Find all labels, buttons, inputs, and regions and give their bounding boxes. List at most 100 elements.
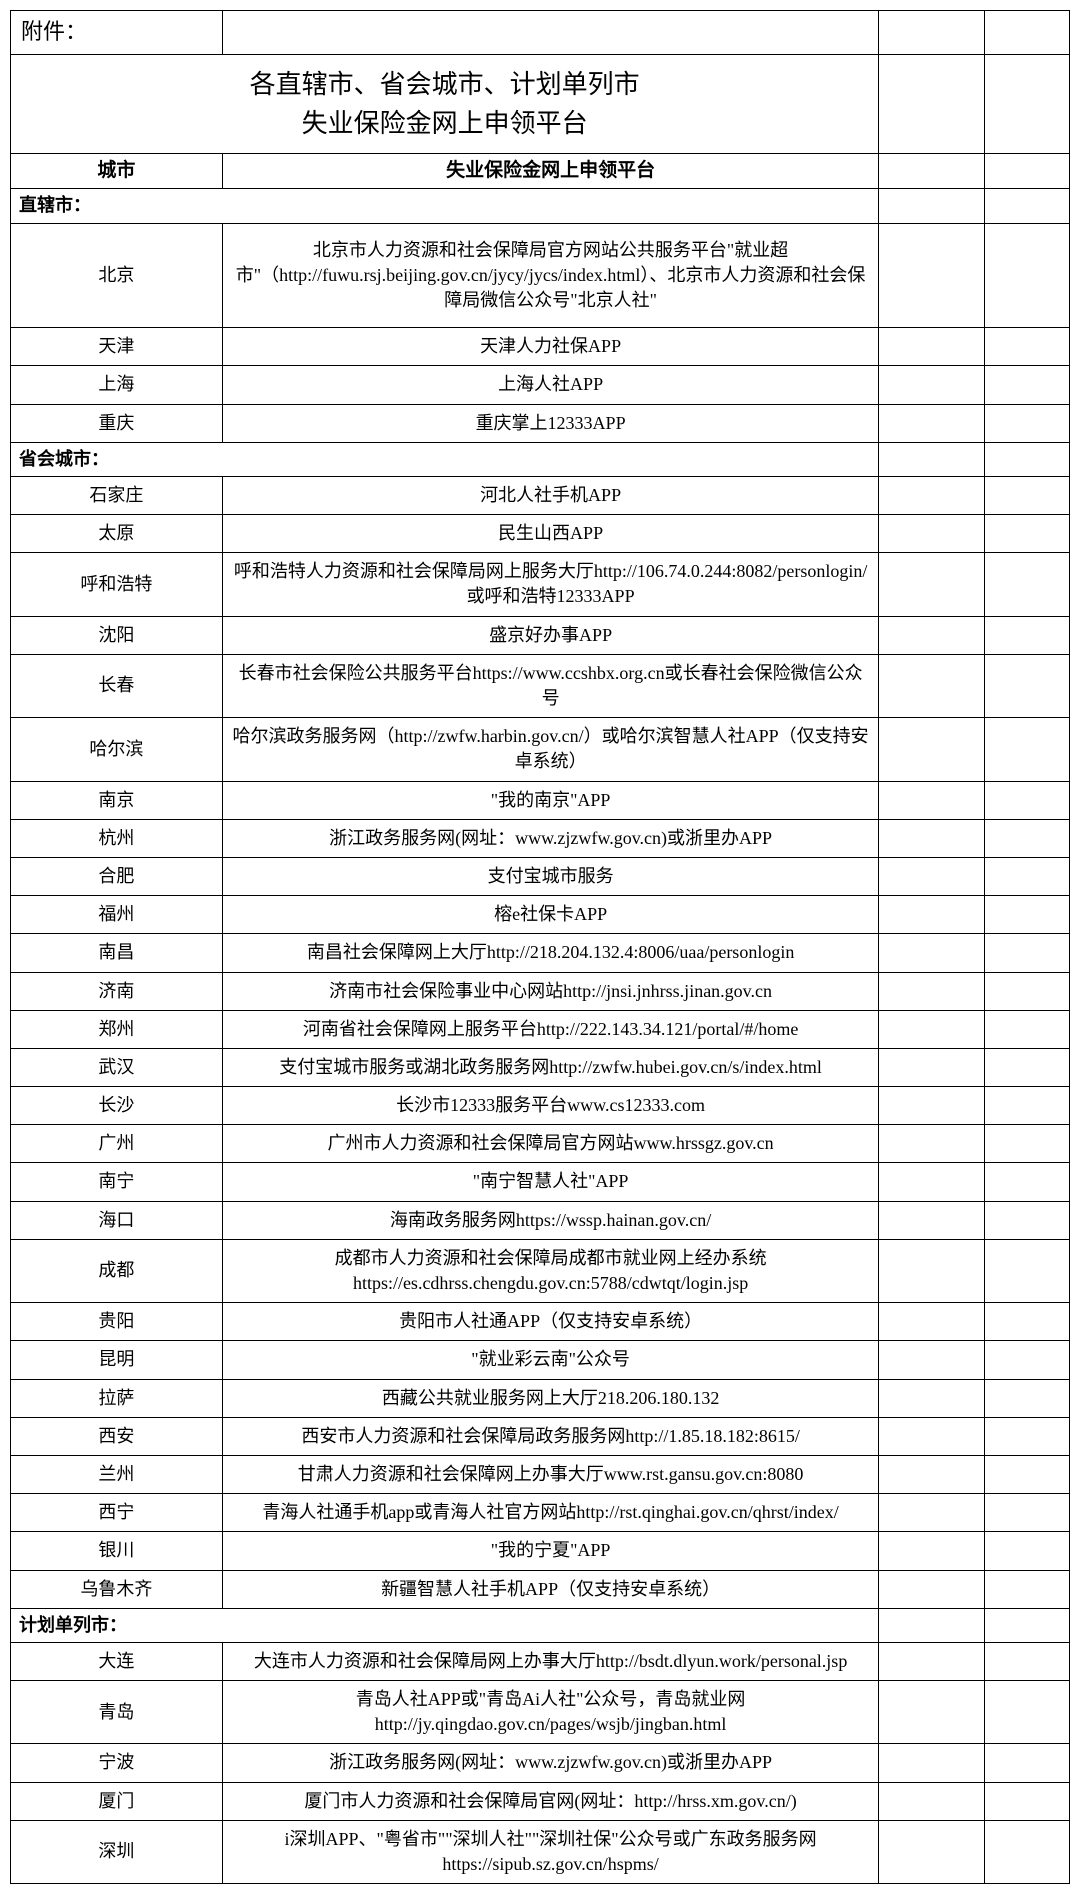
empty-cell [879,654,985,717]
city-cell-municipality: 北京 [11,223,223,328]
empty-cell [879,934,985,972]
city-cell-provincial: 西安 [11,1417,223,1455]
empty-cell [985,153,1070,189]
empty-cell [879,515,985,553]
city-cell-provincial: 拉萨 [11,1379,223,1417]
empty-cell [879,1125,985,1163]
empty-cell [879,1455,985,1493]
city-cell-provincial: 太原 [11,515,223,553]
empty-cell [985,1417,1070,1455]
empty-cell [985,328,1070,366]
empty-cell [879,1642,985,1680]
empty-cell [879,442,985,476]
empty-cell [879,1820,985,1883]
header-platform: 失业保险金网上申领平台 [222,153,879,189]
empty-cell [985,54,1070,153]
platform-cell-provincial: "我的宁夏"APP [222,1532,879,1570]
city-cell-provincial: 乌鲁木齐 [11,1570,223,1608]
platform-cell-provincial: 长沙市12333服务平台www.cs12333.com [222,1087,879,1125]
empty-cell [879,718,985,781]
empty-cell [985,1341,1070,1379]
empty-cell [879,1239,985,1302]
platform-cell-separate: 浙江政务服务网(网址：www.zjzwfw.gov.cn)或浙里办APP [222,1744,879,1782]
empty-cell [985,1201,1070,1239]
city-cell-provincial: 兰州 [11,1455,223,1493]
empty-cell [879,1417,985,1455]
city-cell-provincial: 长春 [11,654,223,717]
empty-cell [985,857,1070,895]
empty-cell [985,189,1070,223]
empty-cell [985,1379,1070,1417]
city-cell-provincial: 郑州 [11,1010,223,1048]
document-title: 各直辖市、省会城市、计划单列市 失业保险金网上申领平台 [11,54,879,153]
platform-cell-provincial: 贵阳市人社通APP（仅支持安卓系统） [222,1303,879,1341]
platform-cell-separate: 大连市人力资源和社会保障局网上办事大厅http://bsdt.dlyun.wor… [222,1642,879,1680]
city-cell-provincial: 合肥 [11,857,223,895]
city-cell-provincial: 南京 [11,781,223,819]
empty-cell [985,1303,1070,1341]
empty-cell [985,1087,1070,1125]
empty-cell [879,616,985,654]
city-cell-separate: 厦门 [11,1782,223,1820]
empty-cell [879,223,985,328]
empty-cell [985,1163,1070,1201]
empty-cell [879,153,985,189]
empty-cell [879,1608,985,1642]
city-cell-provincial: 西宁 [11,1494,223,1532]
city-cell-provincial: 昆明 [11,1341,223,1379]
empty-cell [879,1744,985,1782]
empty-cell [879,54,985,153]
empty-cell [985,1532,1070,1570]
empty-cell [985,1125,1070,1163]
city-cell-provincial: 沈阳 [11,616,223,654]
empty-cell [879,11,985,55]
platform-cell-provincial: 济南市社会保险事业中心网站http://jnsi.jnhrss.jinan.go… [222,972,879,1010]
platform-cell-provincial: 榕e社保卡APP [222,896,879,934]
city-cell-provincial: 贵阳 [11,1303,223,1341]
city-cell-separate: 宁波 [11,1744,223,1782]
empty-cell [879,819,985,857]
empty-cell [879,1201,985,1239]
platform-cell-separate: 厦门市人力资源和社会保障局官网(网址：http://hrss.xm.gov.cn… [222,1782,879,1820]
empty-cell [985,1455,1070,1493]
empty-cell [985,781,1070,819]
city-cell-provincial: 长沙 [11,1087,223,1125]
city-cell-provincial: 杭州 [11,819,223,857]
city-cell-provincial: 成都 [11,1239,223,1302]
platform-cell-separate: i深圳APP、"粤省市""深圳人社""深圳社保"公众号或广东政务服务网https… [222,1820,879,1883]
platform-cell-separate: 青岛人社APP或"青岛Ai人社"公众号，青岛就业网http://jy.qingd… [222,1681,879,1744]
platform-cell-municipality: 上海人社APP [222,366,879,404]
platform-cell-provincial: 西安市人力资源和社会保障局政务服务网http://1.85.18.182:861… [222,1417,879,1455]
empty-cell [985,1820,1070,1883]
city-cell-provincial: 石家庄 [11,476,223,514]
empty-cell [985,1010,1070,1048]
platform-cell-provincial: 支付宝城市服务 [222,857,879,895]
empty-cell [879,896,985,934]
platform-cell-provincial: 甘肃人力资源和社会保障网上办事大厅www.rst.gansu.gov.cn:80… [222,1455,879,1493]
empty-cell [985,718,1070,781]
empty-cell [879,1532,985,1570]
city-cell-provincial: 广州 [11,1125,223,1163]
city-cell-separate: 大连 [11,1642,223,1680]
empty-cell [985,1608,1070,1642]
empty-cell [879,1681,985,1744]
empty-cell [879,189,985,223]
header-city: 城市 [11,153,223,189]
empty-cell [879,1010,985,1048]
empty-cell [985,934,1070,972]
city-cell-provincial: 海口 [11,1201,223,1239]
city-cell-provincial: 呼和浩特 [11,553,223,616]
empty-cell [879,1341,985,1379]
platform-cell-provincial: 民生山西APP [222,515,879,553]
city-cell-provincial: 武汉 [11,1048,223,1086]
platform-cell-provincial: "就业彩云南"公众号 [222,1341,879,1379]
unemployment-insurance-table: 附件： 各直辖市、省会城市、计划单列市 失业保险金网上申领平台 城市 失业保险金… [10,10,1070,1884]
empty-cell [879,1782,985,1820]
empty-cell [985,896,1070,934]
section-provincial-capitals: 省会城市： [11,442,879,476]
empty-cell [879,857,985,895]
city-cell-municipality: 天津 [11,328,223,366]
platform-cell-provincial: 浙江政务服务网(网址：www.zjzwfw.gov.cn)或浙里办APP [222,819,879,857]
empty-cell [879,781,985,819]
empty-cell [985,1744,1070,1782]
